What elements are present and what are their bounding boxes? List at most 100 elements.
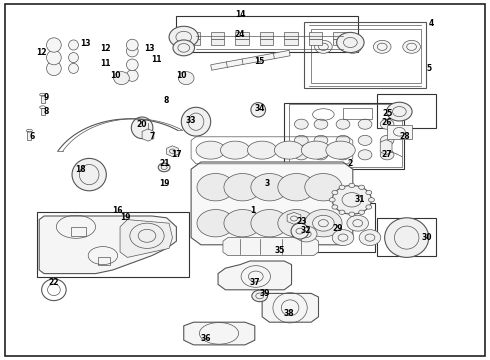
Bar: [260, 39, 273, 45]
Circle shape: [314, 150, 328, 160]
Circle shape: [387, 102, 412, 121]
Text: 12: 12: [100, 44, 111, 53]
Ellipse shape: [178, 72, 194, 85]
Text: 4: 4: [429, 19, 434, 28]
Circle shape: [252, 290, 268, 302]
Text: 6: 6: [29, 132, 34, 141]
Bar: [333, 32, 347, 39]
Text: 14: 14: [235, 10, 245, 19]
Circle shape: [224, 210, 261, 237]
Bar: [311, 29, 421, 83]
Ellipse shape: [326, 141, 355, 159]
Text: 29: 29: [333, 224, 343, 233]
Circle shape: [380, 150, 394, 160]
Text: 27: 27: [382, 150, 392, 159]
Circle shape: [315, 40, 332, 53]
Circle shape: [332, 185, 371, 214]
Polygon shape: [142, 129, 154, 141]
Bar: [71, 227, 86, 236]
Text: 33: 33: [186, 116, 196, 125]
Bar: [309, 39, 322, 45]
Bar: [211, 32, 224, 39]
Bar: [235, 32, 249, 39]
Circle shape: [366, 205, 372, 209]
Ellipse shape: [126, 45, 138, 57]
Text: 10: 10: [176, 71, 187, 80]
Bar: [186, 39, 200, 45]
Circle shape: [336, 119, 350, 129]
Polygon shape: [287, 212, 301, 224]
Text: 11: 11: [151, 55, 162, 64]
Ellipse shape: [251, 103, 266, 117]
Text: 21: 21: [159, 159, 170, 168]
Text: 19: 19: [159, 179, 170, 188]
Circle shape: [314, 135, 328, 145]
Circle shape: [358, 135, 372, 145]
Text: 18: 18: [75, 165, 86, 174]
Ellipse shape: [301, 141, 331, 159]
Circle shape: [224, 174, 261, 201]
Ellipse shape: [385, 218, 429, 257]
Bar: [289, 203, 375, 252]
Text: 37: 37: [249, 278, 260, 287]
Ellipse shape: [196, 141, 225, 159]
Polygon shape: [218, 261, 292, 290]
Circle shape: [332, 230, 354, 246]
Circle shape: [278, 174, 315, 201]
Text: 7: 7: [149, 132, 154, 141]
Bar: [186, 32, 200, 39]
Text: 13: 13: [144, 44, 155, 53]
Circle shape: [359, 230, 381, 246]
Text: 28: 28: [399, 132, 410, 141]
Circle shape: [278, 210, 315, 237]
Ellipse shape: [220, 141, 250, 159]
Polygon shape: [167, 146, 178, 157]
Text: 8: 8: [164, 96, 169, 105]
Text: 20: 20: [137, 120, 147, 129]
Circle shape: [359, 185, 365, 189]
Bar: [377, 218, 436, 256]
Ellipse shape: [47, 38, 61, 52]
Bar: [98, 257, 110, 265]
Ellipse shape: [274, 141, 304, 159]
Text: 22: 22: [49, 278, 59, 287]
Circle shape: [368, 198, 374, 202]
Circle shape: [158, 163, 170, 172]
Ellipse shape: [291, 223, 309, 239]
Text: 36: 36: [200, 334, 211, 343]
Text: 12: 12: [36, 48, 47, 57]
Bar: [27, 131, 31, 140]
Bar: [235, 39, 249, 45]
Polygon shape: [380, 140, 392, 155]
Text: 11: 11: [100, 58, 111, 68]
Text: 25: 25: [382, 109, 392, 118]
Circle shape: [197, 174, 234, 201]
Circle shape: [294, 119, 308, 129]
Circle shape: [313, 215, 334, 231]
Circle shape: [295, 226, 317, 242]
Bar: [333, 39, 347, 45]
Polygon shape: [120, 220, 172, 257]
Text: 24: 24: [235, 30, 245, 39]
Bar: [284, 39, 298, 45]
Text: 13: 13: [80, 39, 91, 48]
Bar: [176, 16, 358, 52]
Ellipse shape: [131, 117, 153, 139]
Bar: [41, 108, 45, 115]
Circle shape: [359, 210, 365, 215]
Bar: [309, 32, 322, 39]
Circle shape: [173, 40, 195, 56]
Circle shape: [358, 119, 372, 129]
Text: 2: 2: [348, 159, 353, 168]
Text: 16: 16: [112, 206, 123, 215]
Circle shape: [344, 40, 362, 53]
Bar: [343, 108, 372, 119]
Circle shape: [251, 174, 288, 201]
Bar: [37, 212, 189, 277]
Circle shape: [349, 212, 355, 216]
Circle shape: [349, 183, 355, 188]
Polygon shape: [223, 238, 318, 256]
Bar: [284, 103, 404, 169]
Ellipse shape: [181, 107, 211, 136]
Text: 35: 35: [274, 246, 285, 255]
